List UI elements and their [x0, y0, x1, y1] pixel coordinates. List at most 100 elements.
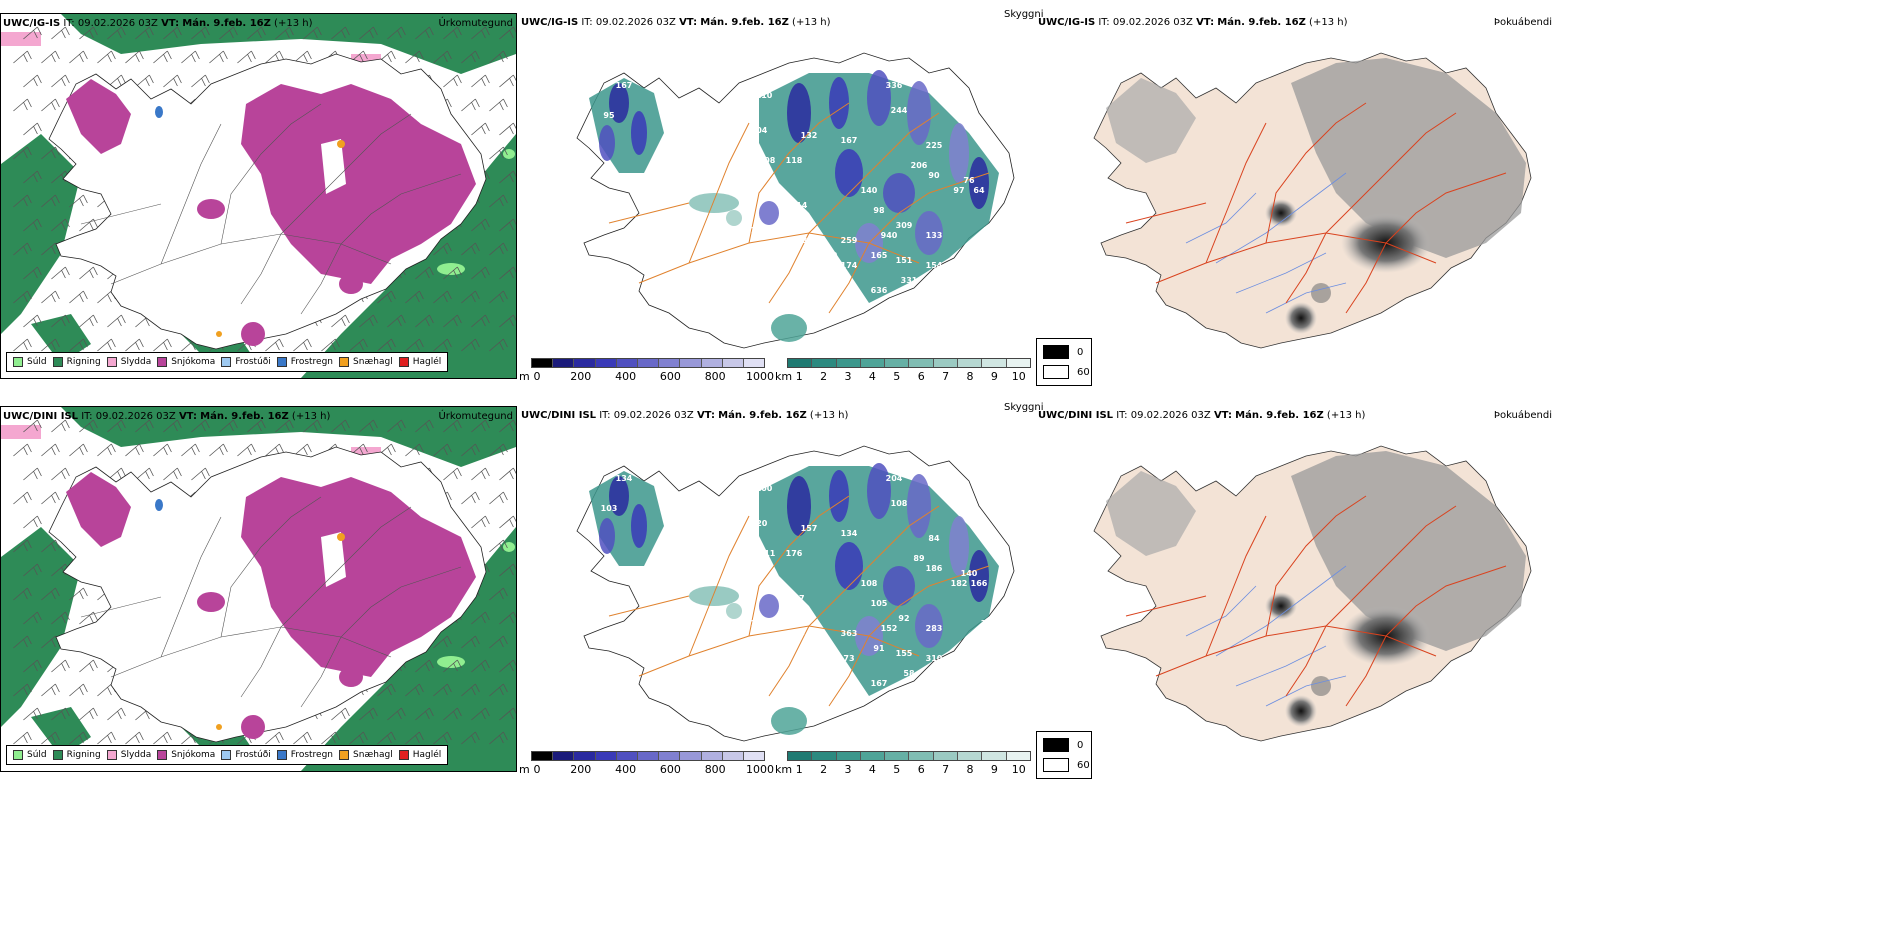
ceiling-value-label: 186	[926, 564, 943, 573]
fog-legend-swatch	[1043, 738, 1069, 752]
ceiling-value-label: 76	[963, 176, 975, 185]
colorbar-segment	[743, 752, 765, 760]
colorbar-tick: 400	[615, 370, 637, 383]
colorbar-segment	[532, 752, 554, 760]
iceland-landmass: 134 151 103 120 100 111 176 157 134 204 108 84 89 140…	[576, 445, 1015, 763]
precip-type-legend: Súld Rigning Slydda Snjókoma Frostúði Frostre…	[6, 745, 449, 765]
ceiling-value-label: 59	[953, 271, 965, 280]
colorbar-segment	[933, 359, 959, 367]
cloud-ceiling-map: 134 151 103 120 100 111 176 157 134 204 108 84 89 140…	[576, 445, 1015, 763]
colorbar-tick: 800	[704, 763, 726, 776]
colorbar-segment	[701, 359, 723, 367]
legend-swatch	[276, 750, 287, 760]
ceiling-value-label: 104	[751, 126, 768, 135]
ceiling-colorbar: m 0 200 400 600 800 1000	[519, 751, 774, 776]
iceland-landmass	[1093, 445, 1532, 742]
fog-legend-swatch	[1043, 365, 1069, 379]
legend-item: Haglél	[398, 357, 442, 367]
colorbar-tick: 1	[795, 763, 803, 776]
ceiling-value-label: 155	[896, 649, 913, 658]
fog-legend-row: 0	[1043, 738, 1083, 752]
ceiling-value-label: 87	[793, 594, 804, 603]
colorbar-segment	[958, 752, 983, 760]
legend-item: Slydda	[106, 750, 151, 760]
ceiling-value-label: 50	[983, 226, 995, 235]
ceiling-value-label: 145	[756, 639, 773, 648]
ceiling-value-label: 120	[751, 519, 768, 528]
panel-title: UWC/IG-IS IT: 09.02.2026 03Z VT: Mán. 9.…	[521, 17, 831, 28]
fog-legend-value: 60	[1077, 759, 1090, 771]
colorbar-segment	[595, 752, 617, 760]
legend-swatch	[221, 357, 232, 367]
ceiling-value-label: 105	[871, 599, 888, 608]
panel-type-label: Þokuábendi	[1493, 410, 1552, 421]
ceiling-value-label: 176	[871, 316, 888, 325]
ceiling-value-label: 73	[843, 654, 854, 663]
colorbar-tick: 200	[570, 370, 592, 383]
colorbar-segment	[616, 752, 638, 760]
legend-item: Rigning	[52, 750, 101, 760]
ceiling-value-label: 940	[881, 231, 898, 240]
colorbar-segment	[885, 752, 910, 760]
colorbar-tick: 9	[990, 370, 998, 383]
fog-legend-value: 0	[1077, 346, 1084, 358]
roads	[1125, 495, 1507, 707]
legend-swatch	[398, 357, 409, 367]
colorbar-tick: 7	[942, 370, 950, 383]
colorbar-segment	[788, 359, 813, 367]
ceiling-value-label: 98	[873, 206, 885, 215]
colorbar-unit: km	[775, 763, 793, 776]
ceiling-value-label: 152	[881, 624, 898, 633]
colorbar-tick: 4	[868, 763, 876, 776]
ceiling-value-label: 108	[759, 156, 776, 165]
colorbar-strip	[531, 751, 765, 761]
fog-index-map	[1093, 445, 1532, 742]
ceiling-value-label: 110	[756, 91, 773, 100]
fog-index-map	[1093, 52, 1532, 349]
fog-legend-row: 60	[1043, 758, 1090, 772]
ceiling-value-label: 58	[903, 669, 915, 678]
colorbar-segment	[659, 359, 681, 367]
colorbar-segment	[701, 752, 723, 760]
ceiling-value-label: 142	[751, 619, 768, 628]
legend-swatch	[339, 750, 350, 760]
ceiling-value-label: 140	[961, 569, 978, 578]
ceiling-value-label: 283	[926, 624, 943, 633]
panel-type-label: Úrkomutegund	[438, 18, 513, 29]
colorbar-tick: 8	[966, 370, 974, 383]
ceiling-value-label: 71	[773, 191, 785, 200]
colorbar-tick: 5	[893, 370, 901, 383]
ceiling-value-label: 138	[756, 246, 773, 255]
legend-label: Súld	[27, 750, 47, 760]
colorbar-segment	[909, 359, 934, 367]
legend-item: Snjókoma	[157, 750, 215, 760]
precip-type-legend: Súld Rigning Slydda Snjókoma Frostúði Frostre…	[6, 352, 449, 372]
colorbar-segment	[743, 359, 765, 367]
roads	[608, 102, 990, 314]
ceiling-value-label: 108	[891, 499, 908, 508]
roads	[80, 496, 462, 708]
ceiling-value-label: 97	[953, 186, 964, 195]
legend-swatch	[221, 750, 232, 760]
colorbar-tick: 4	[868, 370, 876, 383]
ceiling-value-label: 108	[861, 579, 878, 588]
ceiling-value-label: 92	[823, 644, 834, 653]
legend-swatch	[276, 357, 287, 367]
ceiling-value-label: 90	[928, 171, 940, 180]
colorbar-tick: 200	[570, 763, 592, 776]
panel-type-label: Skyggni	[1004, 402, 1044, 413]
ceiling-value-label: 134	[841, 529, 858, 538]
legend-item: Haglél	[398, 750, 441, 760]
iceland-landmass	[48, 53, 487, 350]
colorbar-tick: 600	[659, 763, 681, 776]
panel-title: UWC/DINI ISL IT: 09.02.2026 03Z VT: Mán.…	[1038, 410, 1366, 421]
colorbar-segment	[722, 752, 744, 760]
legend-label: Súld	[27, 357, 47, 367]
colorbar-segment	[836, 359, 861, 367]
colorbar-tick: 5	[893, 763, 901, 776]
colorbar-tick: 400	[615, 763, 637, 776]
legend-label: Haglél	[412, 357, 442, 367]
legend-swatch	[398, 750, 409, 760]
panel-title: UWC/IG-IS IT: 09.02.2026 03Z VT: Mán. 9.…	[1038, 17, 1348, 28]
legend-swatch	[13, 357, 23, 367]
